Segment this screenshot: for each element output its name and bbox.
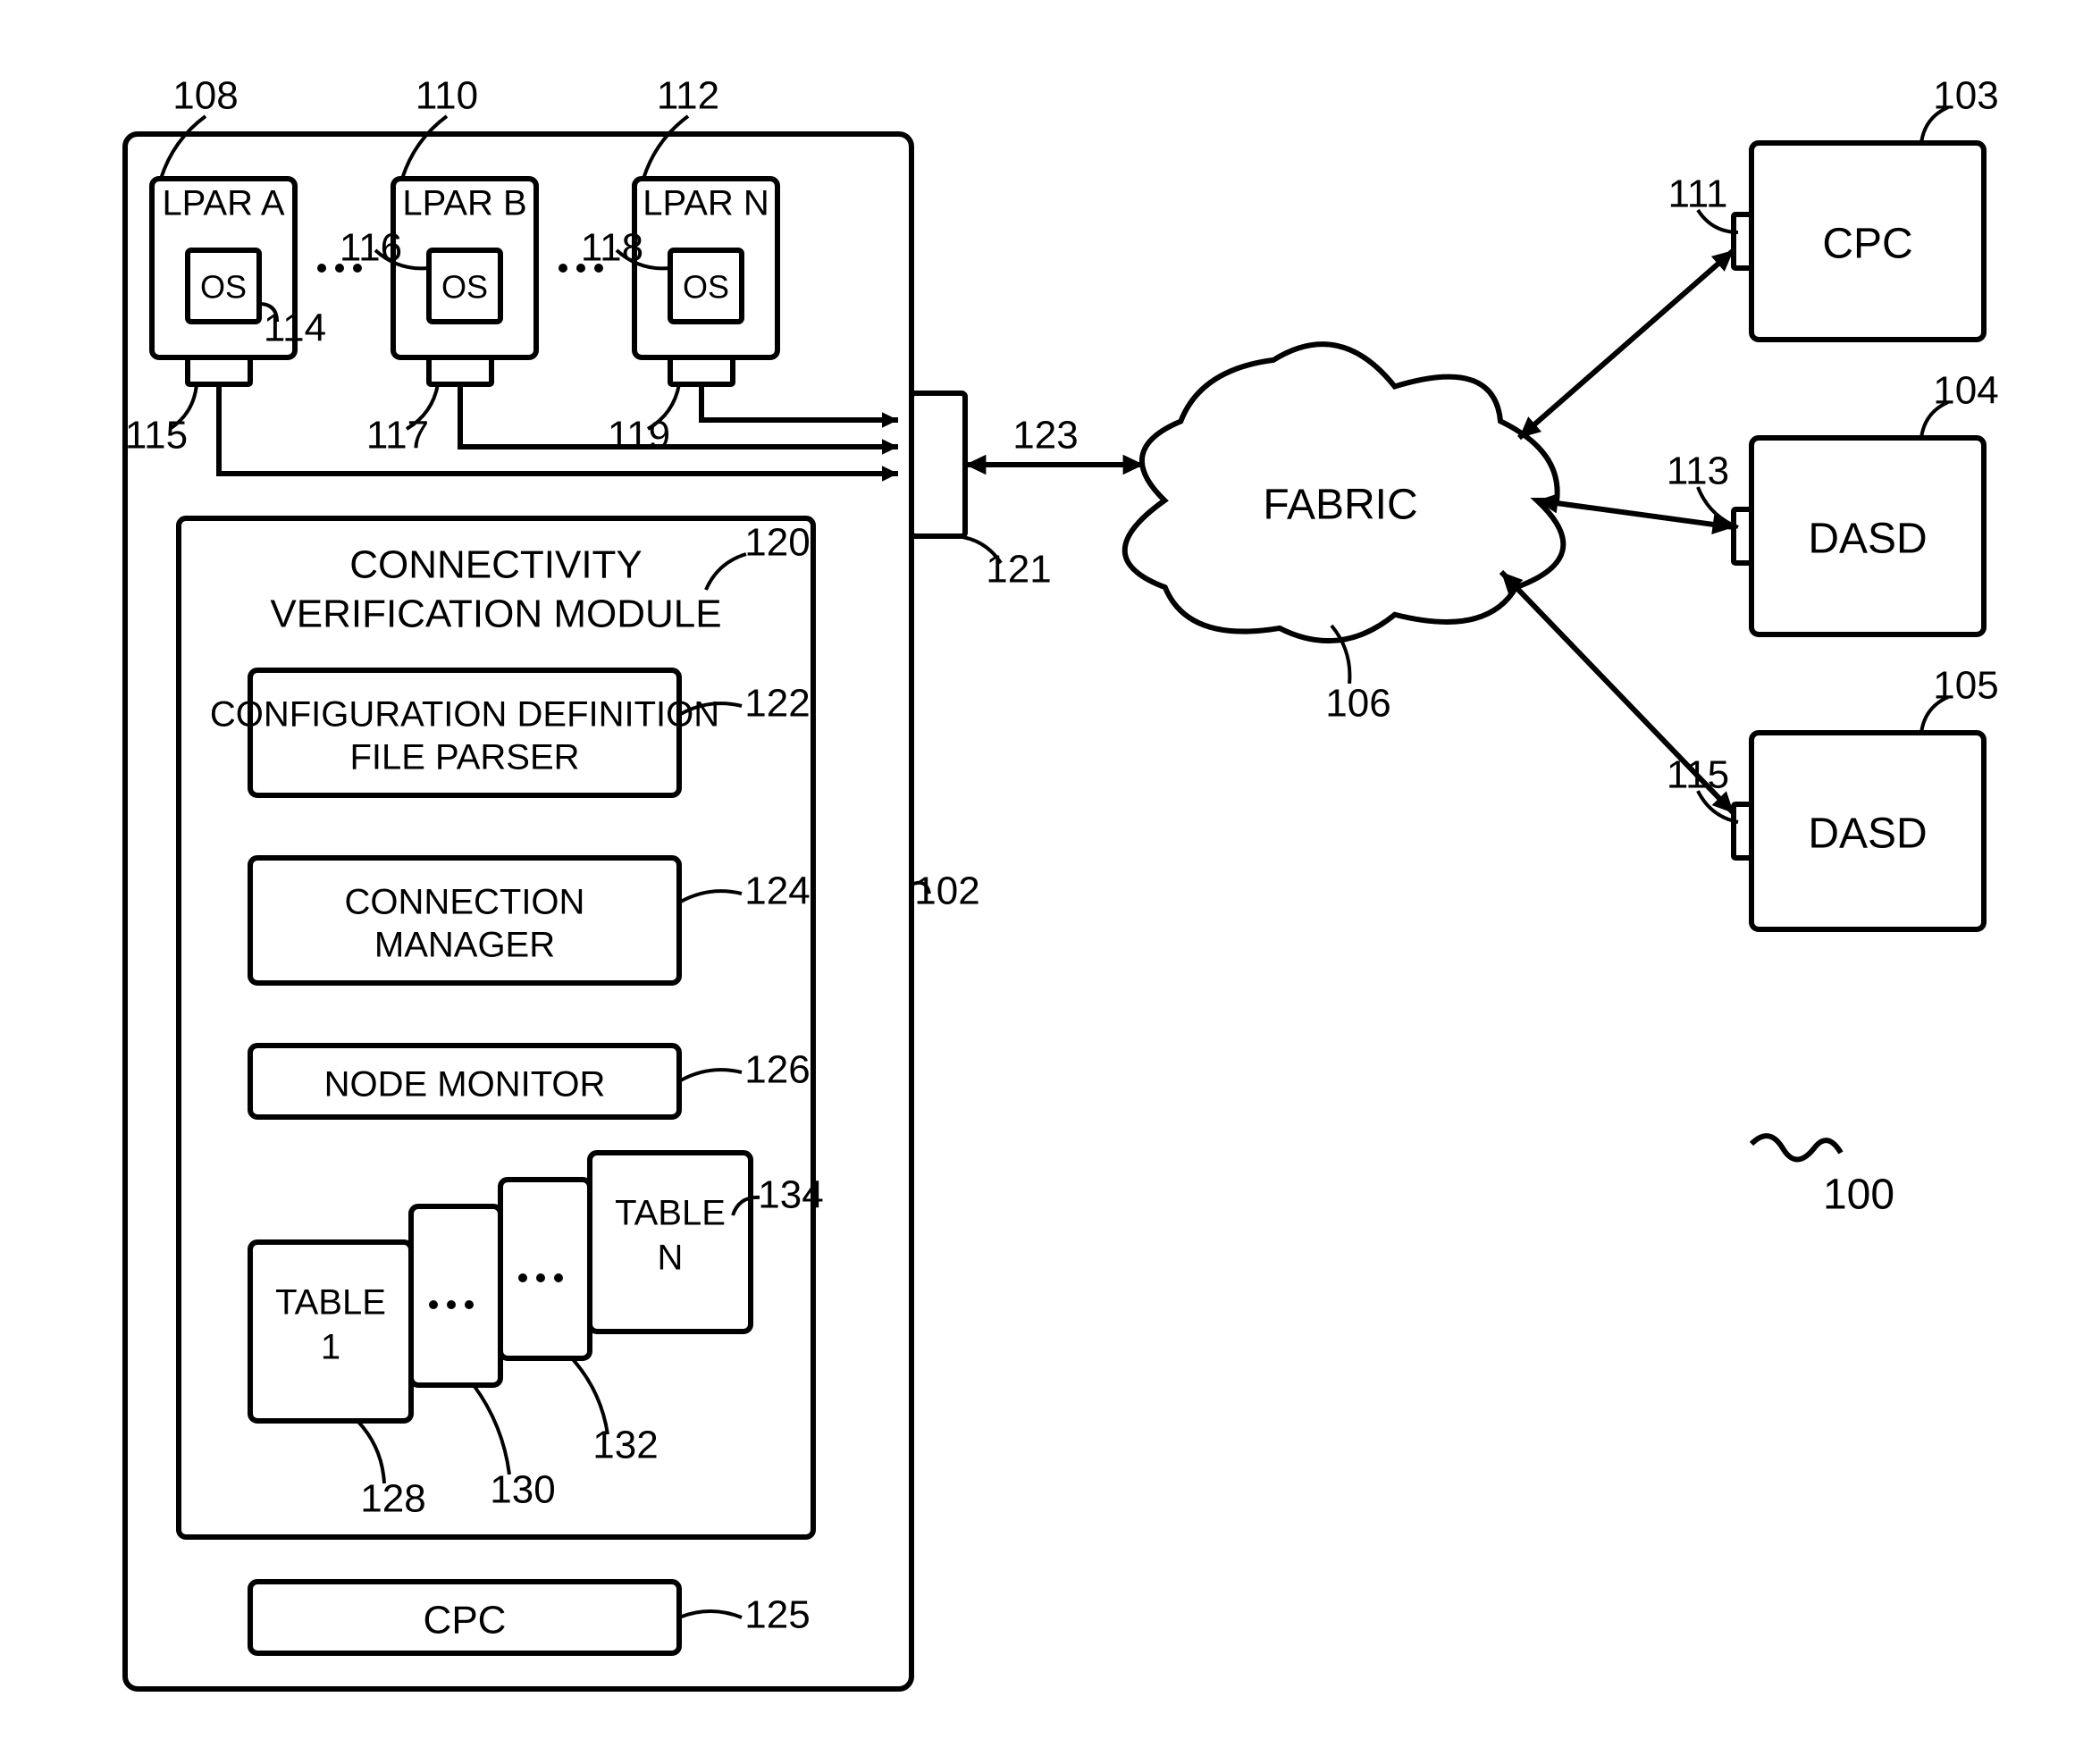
svg-text:125: 125 <box>744 1593 810 1637</box>
svg-text:111: 111 <box>1668 172 1728 216</box>
svg-text:CONNECTIVITY: CONNECTIVITY <box>349 543 643 587</box>
svg-text:114: 114 <box>264 307 326 350</box>
svg-text:FABRIC: FABRIC <box>1263 482 1417 529</box>
svg-text:126: 126 <box>744 1048 810 1092</box>
svg-text:CPC: CPC <box>424 1599 507 1642</box>
svg-text:113: 113 <box>1667 449 1729 493</box>
svg-text:120: 120 <box>744 521 810 565</box>
svg-text:CONFIGURATION DEFINITION: CONFIGURATION DEFINITION <box>210 695 719 735</box>
lpar-box: LPAR N OS <box>634 179 777 384</box>
lpar-box: LPAR B OS <box>393 179 536 384</box>
svg-text:100: 100 <box>1823 1172 1894 1219</box>
svg-text:106: 106 <box>1325 682 1390 726</box>
svg-text:VERIFICATION MODULE: VERIFICATION MODULE <box>270 592 721 636</box>
svg-text:MANAGER: MANAGER <box>374 926 555 965</box>
svg-text:CONNECTION: CONNECTION <box>345 883 585 922</box>
svg-text:1: 1 <box>321 1328 340 1367</box>
svg-text:LPAR A: LPAR A <box>162 184 284 223</box>
svg-text:OS: OS <box>683 269 729 306</box>
svg-text:110: 110 <box>416 74 478 118</box>
svg-text:NODE MONITOR: NODE MONITOR <box>324 1065 606 1105</box>
svg-text:130: 130 <box>490 1468 555 1512</box>
svg-text:OS: OS <box>441 269 488 306</box>
svg-text:LPAR N: LPAR N <box>643 184 769 223</box>
svg-text:108: 108 <box>172 74 238 118</box>
svg-text:102: 102 <box>914 870 979 913</box>
lpar-box: LPAR A OS <box>152 179 295 384</box>
svg-text:128: 128 <box>360 1477 425 1521</box>
svg-text:N: N <box>658 1239 684 1278</box>
svg-text:134: 134 <box>758 1173 823 1217</box>
svg-text:TABLE: TABLE <box>275 1283 386 1323</box>
svg-text:LPAR B: LPAR B <box>402 184 526 223</box>
svg-text:TABLE: TABLE <box>615 1194 726 1233</box>
svg-text:FILE PARSER: FILE PARSER <box>349 738 579 777</box>
svg-text:123: 123 <box>1012 414 1078 458</box>
svg-text:CPC: CPC <box>1822 221 1912 268</box>
svg-text:132: 132 <box>592 1424 658 1467</box>
svg-text:OS: OS <box>200 269 247 306</box>
svg-text:DASD: DASD <box>1808 811 1927 858</box>
svg-text:112: 112 <box>657 74 719 118</box>
svg-text:124: 124 <box>744 870 810 913</box>
svg-text:DASD: DASD <box>1808 516 1927 563</box>
svg-text:122: 122 <box>744 682 810 726</box>
